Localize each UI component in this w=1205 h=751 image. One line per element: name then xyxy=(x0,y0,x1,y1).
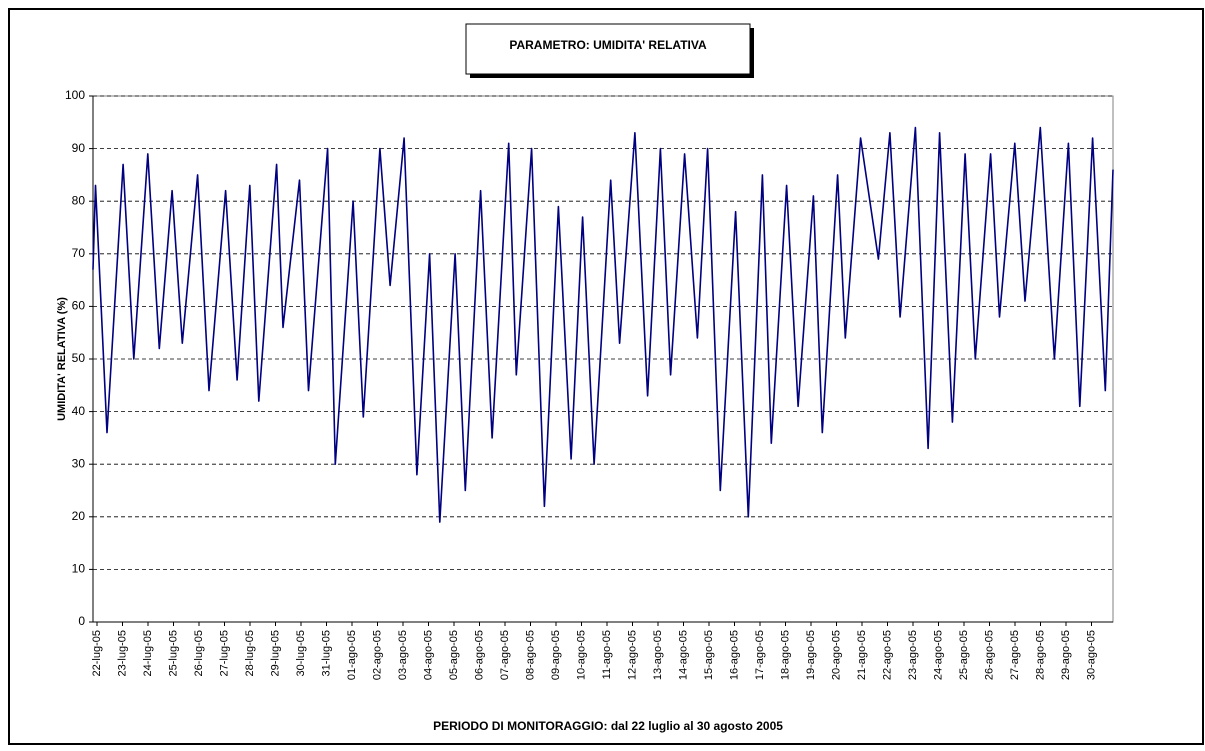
y-tick-label: 50 xyxy=(72,351,86,365)
plot-area xyxy=(92,95,1114,623)
x-tick-label: 22-lug-05 xyxy=(91,630,103,676)
x-tick-label: 23-ago-05 xyxy=(907,630,919,680)
x-tick-label: 23-lug-05 xyxy=(116,630,128,676)
y-tick-label: 100 xyxy=(65,88,85,102)
title-box xyxy=(465,23,751,75)
y-tick-label: 20 xyxy=(72,509,86,523)
y-tick-label: 80 xyxy=(72,193,86,207)
x-tick-label: 17-ago-05 xyxy=(754,630,766,680)
x-axis-label: PERIODO DI MONITORAGGIO: dal 22 luglio a… xyxy=(433,719,783,733)
data-line xyxy=(92,126,1114,523)
x-tick-label: 05-ago-05 xyxy=(448,630,460,680)
x-tick-label: 22-ago-05 xyxy=(881,630,893,680)
x-tick-label: 16-ago-05 xyxy=(728,630,740,680)
x-tick-label: 02-ago-05 xyxy=(371,630,383,680)
x-tick-label: 25-ago-05 xyxy=(958,630,970,680)
y-tick-label: 10 xyxy=(72,562,86,576)
x-tick-label: 26-ago-05 xyxy=(983,630,995,680)
x-tick-label: 09-ago-05 xyxy=(550,630,562,680)
x-tick-label: 29-lug-05 xyxy=(269,630,281,676)
x-tick-label: 06-ago-05 xyxy=(473,630,485,680)
x-tick-label: 21-ago-05 xyxy=(856,630,868,680)
y-tick-label: 0 xyxy=(78,614,85,628)
x-tick-label: 20-ago-05 xyxy=(830,630,842,680)
x-tick-label: 30-ago-05 xyxy=(1085,630,1097,680)
x-tick-label: 30-lug-05 xyxy=(295,630,307,676)
x-tick-label: 28-ago-05 xyxy=(1034,630,1046,680)
y-tick-label: 40 xyxy=(72,404,86,418)
x-tick-label: 27-lug-05 xyxy=(218,630,230,676)
x-tick-label: 10-ago-05 xyxy=(575,630,587,680)
x-tick-label: 28-lug-05 xyxy=(244,630,256,676)
x-tick-label: 25-lug-05 xyxy=(167,630,179,676)
x-tick-label: 03-ago-05 xyxy=(397,630,409,680)
x-tick-label: 18-ago-05 xyxy=(779,630,791,680)
x-tick-label: 31-lug-05 xyxy=(320,630,332,676)
x-tick-label: 08-ago-05 xyxy=(524,630,536,680)
x-tick-label: 11-ago-05 xyxy=(601,630,613,679)
x-tick-label: 15-ago-05 xyxy=(703,630,715,680)
y-axis-label: UMIDITA' RELATIVA (%) xyxy=(56,297,68,421)
y-tick-label: 90 xyxy=(72,141,86,155)
x-tick-label: 12-ago-05 xyxy=(626,630,638,680)
x-tick-label: 29-ago-05 xyxy=(1060,630,1072,680)
x-tick-label: 01-ago-05 xyxy=(346,630,358,680)
x-tick-label: 07-ago-05 xyxy=(499,630,511,680)
x-tick-label: 19-ago-05 xyxy=(805,630,817,680)
y-tick-label: 70 xyxy=(72,246,86,260)
y-tick-label: 30 xyxy=(72,456,86,470)
x-tick-label: 04-ago-05 xyxy=(422,630,434,680)
x-tick-label: 26-lug-05 xyxy=(193,630,205,676)
x-tick-label: 24-lug-05 xyxy=(142,630,154,676)
x-tick-label: 27-ago-05 xyxy=(1009,630,1021,680)
x-tick-label: 14-ago-05 xyxy=(677,630,689,680)
x-tick-label: 24-ago-05 xyxy=(932,630,944,680)
chart-title: PARAMETRO: UMIDITA' RELATIVA xyxy=(509,38,707,52)
y-tick-label: 60 xyxy=(72,299,86,313)
x-tick-label: 13-ago-05 xyxy=(652,630,664,680)
